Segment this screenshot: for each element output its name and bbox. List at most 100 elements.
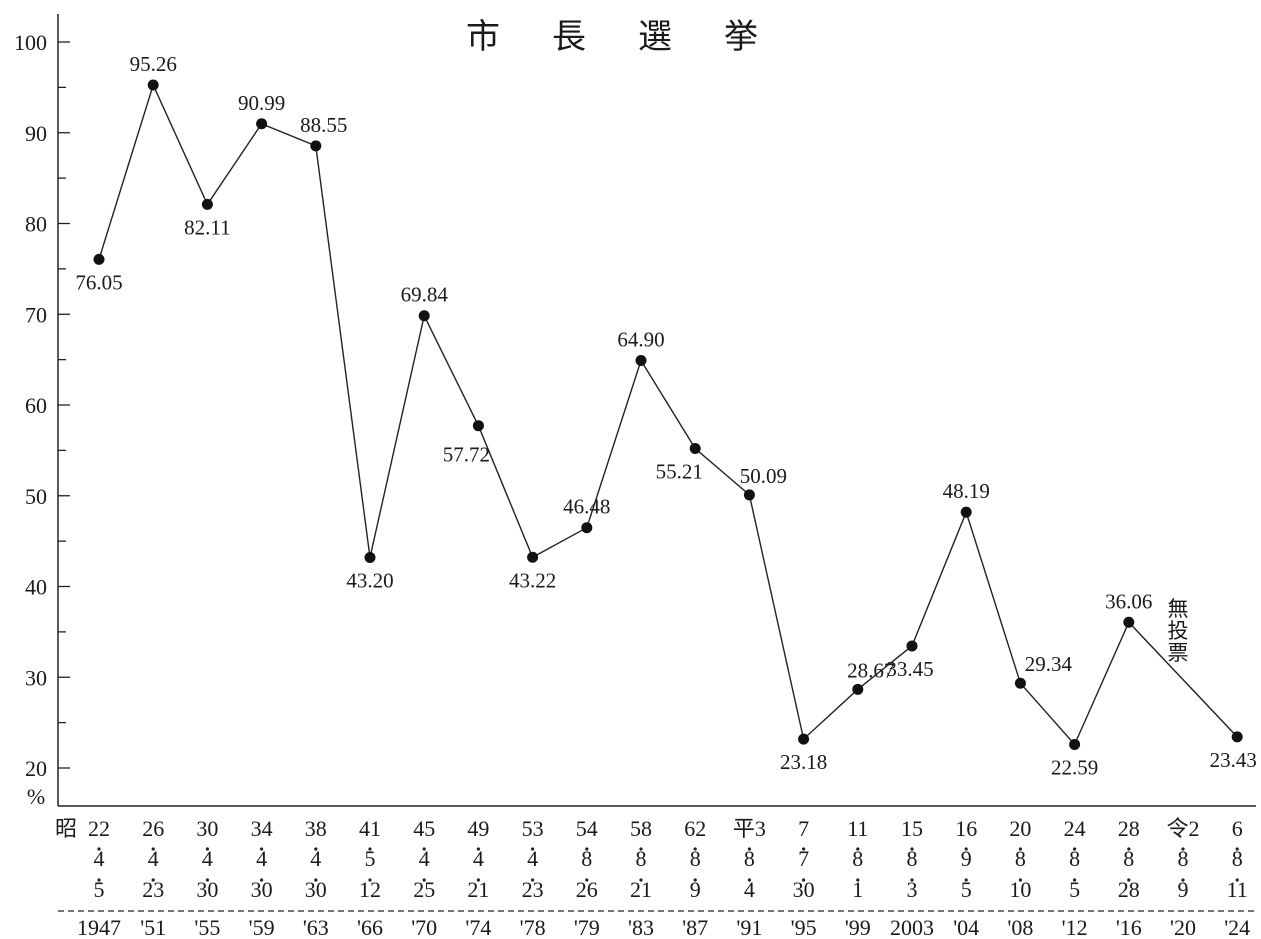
data-point [581,522,593,534]
x-date-label: 8 [744,846,755,871]
x-date-label: 5 [1069,877,1080,902]
x-date-label: 1 [852,877,863,902]
date-separator-dot [693,847,697,851]
x-date-label: 8 [1178,846,1189,871]
x-date-label: 15 [901,816,923,841]
x-year-label: '91 [736,915,762,939]
series-polyline [98,83,1238,746]
y-tick-label: 20 [25,756,47,781]
x-date-label: 平3 [733,816,766,841]
data-label: 57.72 [443,443,490,467]
x-date-label: 58 [630,816,652,841]
x-year-label: '20 [1170,915,1196,939]
date-separator-dot [1073,847,1077,851]
date-separator-dot [585,878,589,882]
x-date-label: 8 [1232,846,1243,871]
data-label: 46.48 [563,495,610,519]
data-label: 43.22 [509,568,556,592]
data-points [93,79,1243,750]
data-label: 36.06 [1105,589,1152,613]
date-separator-dot [476,878,480,882]
y-tick-label: 70 [25,302,47,327]
x-date-label: 8 [907,846,918,871]
date-separator-dot [1127,878,1131,882]
data-point [201,198,213,210]
x-date-label: 45 [413,816,435,841]
x-date-label: 41 [359,816,381,841]
x-date-label: 30 [251,877,273,902]
y-tick-label: 90 [25,121,47,146]
x-date-label: 7 [798,846,809,871]
data-point [147,79,159,91]
x-year-label: '70 [411,915,437,939]
x-date-label: 49 [467,816,489,841]
x-date-label: 9 [961,846,972,871]
data-point [1014,677,1026,689]
x-year-label: '55 [194,915,220,939]
data-label: 88.55 [300,113,347,137]
data-label: 90.99 [238,91,285,115]
x-year-label: '83 [628,915,654,939]
x-date-label: 38 [305,816,327,841]
data-point [852,683,864,695]
data-label: 33.45 [886,657,933,681]
x-date-label: 4 [527,846,538,871]
date-separator-dot [802,847,806,851]
x-year-label: '79 [574,915,600,939]
data-label: 29.34 [1025,652,1073,676]
date-separator-dot [964,878,968,882]
x-year-label: '51 [140,915,166,939]
data-point [798,733,810,745]
uncontested-note: 無投票 [1168,597,1189,665]
date-separator-dot [422,847,426,851]
x-date-label: 26 [576,877,598,902]
y-tick-label: 100 [14,30,47,55]
series-line [98,83,1238,746]
data-point [93,253,105,265]
x-year-label: '66 [357,915,383,939]
data-point [635,355,647,367]
date-separator-dot [151,847,155,851]
x-date-label: 21 [467,877,489,902]
date-separator-dot [1127,847,1131,851]
y-axis-ticks: 20 30 40 50 60 70 80 90 100 [14,30,70,781]
data-point [743,489,755,501]
x-year-label: '59 [249,915,275,939]
date-separator-dot [964,847,968,851]
x-date-label: 8 [636,846,647,871]
date-separator-dot [910,847,914,851]
date-separator-dot [1073,878,1077,882]
x-date-label: 28 [1118,816,1140,841]
date-separator-dot [856,878,860,882]
x-year-label: '95 [791,915,817,939]
x-date-label: 62 [684,816,706,841]
axes [57,14,1256,807]
date-separator-dot [151,878,155,882]
date-separator-dot [1181,878,1185,882]
date-separator-dot [639,878,643,882]
data-point [256,118,268,130]
x-date-label: 11 [1227,877,1248,902]
date-separator-dot [639,847,643,851]
y-tick-label: 50 [25,484,47,509]
x-date-label: 16 [955,816,977,841]
data-point [1231,731,1243,743]
data-label: 76.05 [75,270,122,294]
date-separator-dot [1181,847,1185,851]
x-date-label: 8 [1123,846,1134,871]
data-label: 64.90 [617,328,664,352]
x-year-label: '16 [1116,915,1142,939]
date-separator-dot [260,878,264,882]
x-axis-labels: 2245194726423'5130430'5534430'5938430'63… [77,816,1250,939]
data-point [364,551,376,563]
x-date-label: 8 [1069,846,1080,871]
x-date-label: 3 [907,877,918,902]
data-label: 82.11 [184,215,230,239]
x-date-label: 23 [142,877,164,902]
data-label: 95.26 [130,52,177,76]
data-point [689,442,701,454]
date-separator-dot [802,878,806,882]
x-year-label: '24 [1224,915,1250,939]
x-date-label: 4 [419,846,430,871]
data-point [527,551,539,563]
